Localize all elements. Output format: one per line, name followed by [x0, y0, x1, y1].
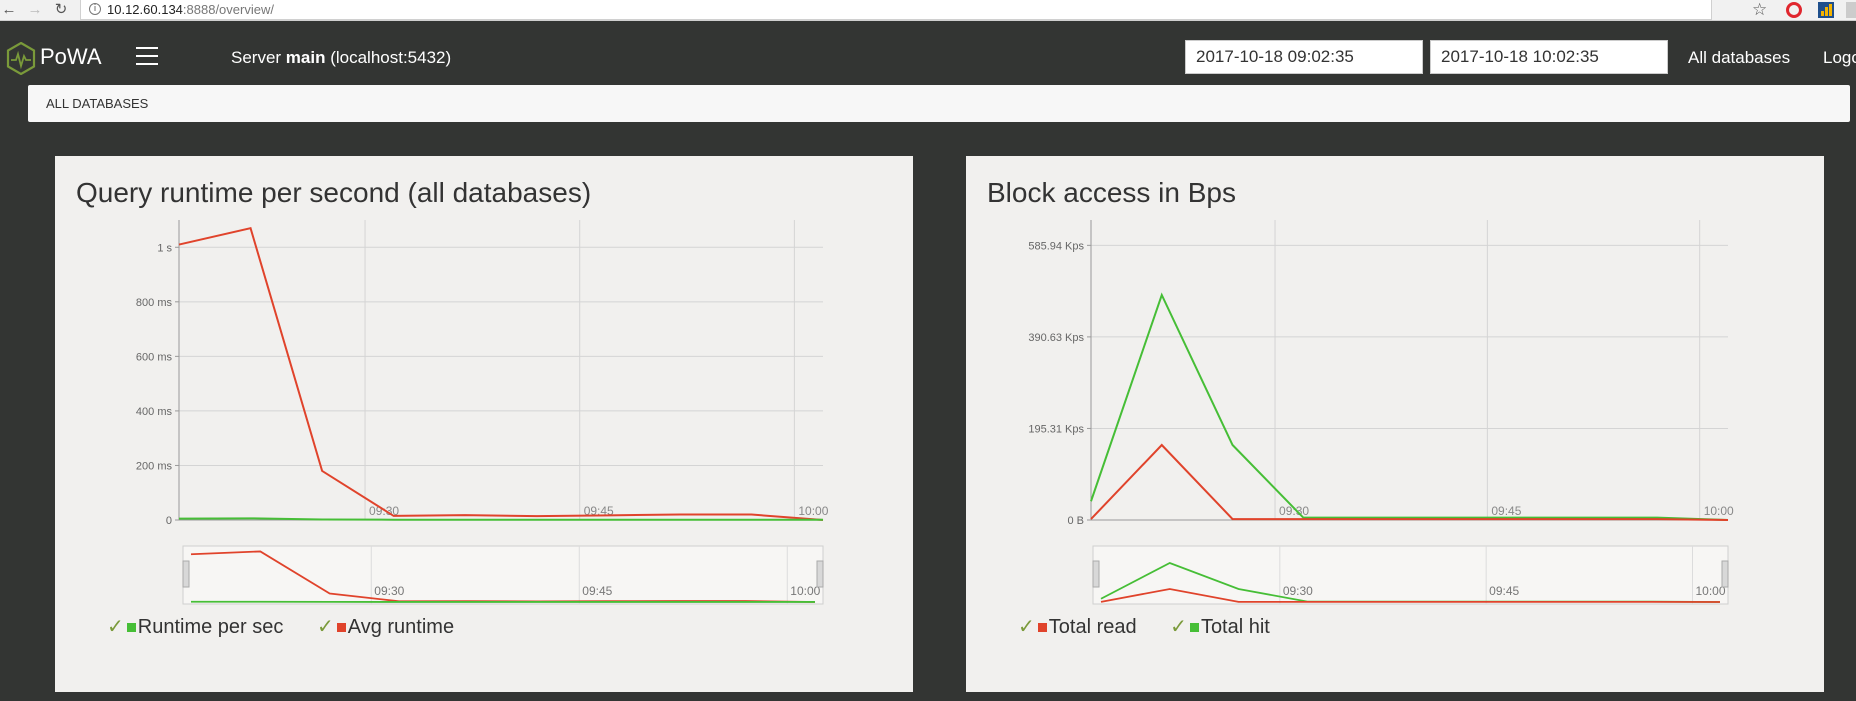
legend-swatch	[336, 623, 346, 632]
top-navbar: PoWA Server main (localhost:5432) 2017-1…	[0, 22, 1856, 94]
server-suffix: (localhost:5432)	[325, 48, 452, 67]
bookmark-star-icon[interactable]: ☆	[1752, 0, 1768, 19]
date-to-input[interactable]: 2017-10-18 10:02:35	[1430, 40, 1668, 74]
range-handle-left[interactable]	[182, 560, 190, 588]
legend-label: Runtime per sec	[137, 616, 284, 638]
server-prefix: Server	[231, 48, 286, 67]
back-icon[interactable]: ←	[1, 1, 17, 18]
y-tick-label: 585.94 Kps	[1028, 240, 1084, 252]
overview-series-line	[1100, 588, 1721, 603]
all-databases-link[interactable]: All databases	[1688, 48, 1791, 67]
range-handle-left[interactable]	[1092, 560, 1100, 588]
y-tick-label: 0	[166, 515, 172, 527]
overview-tick-label: 10:00	[790, 584, 820, 598]
series-line-total-read[interactable]	[1090, 443, 1729, 521]
logout-link[interactable]: Logo	[1823, 48, 1856, 67]
y-tick-label: 800 ms	[136, 297, 173, 309]
panel-title: Block access in Bps	[987, 177, 1236, 208]
series-line-runtime-per-sec[interactable]	[178, 517, 823, 521]
powa-logo-icon	[6, 42, 36, 75]
overview-tick-label: 09:45	[582, 584, 612, 598]
overview-tick-label: 09:30	[1283, 584, 1313, 598]
x-tick-label: 10:00	[798, 504, 828, 518]
query-runtime-chart[interactable]: 0 200 ms 400 ms 600 ms 800 ms 1 s 09:30 09:45 10…	[55, 156, 913, 692]
url-text: 10.12.60.134:8888/overview/	[107, 2, 274, 17]
legend-swatch	[1037, 623, 1047, 632]
legend-label: Avg runtime	[347, 616, 455, 638]
chart-legend: ✓ Runtime per sec ✓ Avg runtime	[107, 614, 482, 639]
reload-icon[interactable]: ↻	[54, 1, 68, 18]
series-line-avg-runtime[interactable]	[178, 226, 824, 521]
range-selector[interactable]	[1092, 545, 1729, 605]
url-host: 10.12.60.134	[107, 2, 183, 17]
analytics-extension-icon[interactable]	[1818, 2, 1834, 18]
range-handle-right[interactable]	[816, 560, 824, 588]
series-line-total-hit[interactable]	[1090, 292, 1729, 521]
check-icon: ✓	[1170, 614, 1187, 638]
server-label: Server main (localhost:5432)	[231, 48, 451, 68]
legend-item-total-read[interactable]: ✓ Total read	[1018, 614, 1137, 639]
chart-legend: ✓ Total read ✓ Total hit	[1018, 614, 1298, 639]
y-tick-label: 390.63 Kps	[1028, 332, 1084, 344]
address-bar[interactable]: i 10.12.60.134:8888/overview/	[80, 0, 1712, 20]
brand-title[interactable]: PoWA	[40, 44, 102, 69]
range-handle-right[interactable]	[1721, 560, 1729, 588]
x-tick-label: 09:45	[1491, 504, 1521, 518]
legend-item-avg-runtime[interactable]: ✓ Avg runtime	[317, 614, 454, 639]
extension-icon[interactable]	[1846, 2, 1856, 18]
check-icon: ✓	[316, 614, 334, 638]
panel-title: Query runtime per second (all databases)	[76, 177, 592, 208]
browser-toolbar: ← → ↻ i 10.12.60.134:8888/overview/ ☆	[0, 0, 1856, 21]
overview-tick-label: 09:45	[1489, 584, 1519, 598]
server-name: main	[285, 48, 326, 67]
menu-icon[interactable]	[136, 47, 158, 67]
legend-label: Total read	[1048, 616, 1137, 638]
forward-icon[interactable]: →	[27, 1, 43, 18]
info-icon[interactable]: i	[89, 3, 101, 15]
check-icon: ✓	[1018, 614, 1035, 638]
y-tick-label: 195.31 Kps	[1028, 423, 1084, 435]
y-tick-label: 1 s	[157, 242, 172, 254]
legend-swatch	[1189, 623, 1199, 632]
legend-label: Total hit	[1200, 616, 1270, 638]
overview-tick-label: 09:30	[374, 584, 404, 598]
x-tick-label: 10:00	[1704, 504, 1734, 518]
block-access-chart[interactable]: 0 B 195.31 Kps 390.63 Kps 585.94 Kps 09:30 09…	[966, 156, 1824, 692]
y-tick-label: 600 ms	[136, 351, 173, 363]
legend-item-runtime-per-sec[interactable]: ✓ Runtime per sec	[107, 614, 283, 639]
legend-item-total-hit[interactable]: ✓ Total hit	[1170, 614, 1270, 639]
block-access-panel: Block access in Bps 0 B 195.31 Kps 390.63 …	[966, 156, 1824, 692]
date-from-input[interactable]: 2017-10-18 09:02:35	[1185, 40, 1423, 74]
url-path: :8888/overview/	[182, 2, 274, 17]
check-icon: ✓	[107, 614, 124, 638]
y-tick-label: 400 ms	[136, 406, 173, 418]
overview-tick-label: 10:00	[1695, 584, 1725, 598]
breadcrumb: ALL DATABASES	[28, 85, 1850, 122]
query-runtime-panel: Query runtime per second (all databases)…	[55, 156, 913, 692]
y-tick-label: 200 ms	[136, 460, 173, 472]
range-selector[interactable]	[182, 545, 824, 605]
legend-swatch	[126, 623, 136, 632]
y-tick-label: 0 B	[1067, 515, 1084, 527]
x-tick-label: 09:30	[1279, 504, 1309, 518]
opera-extension-icon[interactable]	[1786, 2, 1802, 18]
breadcrumb-all-databases[interactable]: ALL DATABASES	[46, 96, 149, 111]
